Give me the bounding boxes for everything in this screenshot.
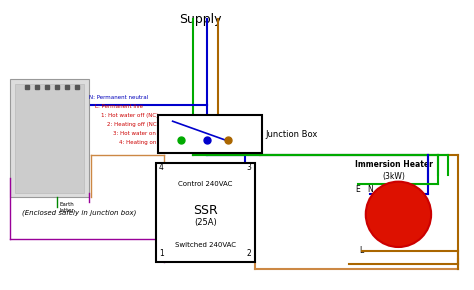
Text: (3kW): (3kW) [382,172,405,181]
Text: (Enclosed safely in junction box): (Enclosed safely in junction box) [22,209,137,216]
Bar [15,84,84,193]
Text: 2: 2 [247,249,252,258]
Text: (25A): (25A) [194,218,217,227]
Text: 3: 3 [247,163,252,172]
Text: Junction Box: Junction Box [266,130,318,139]
Text: 4: 4 [159,163,164,172]
Text: SSR: SSR [193,204,218,218]
Bar [156,163,255,262]
Text: N: N [367,184,373,193]
Text: Immersion Heater: Immersion Heater [355,160,432,169]
Text: 1: Hot water off (NC): 1: Hot water off (NC) [101,113,159,118]
Text: 4: Heating on (NO): 4: Heating on (NO) [119,140,171,145]
Bar [10,79,90,197]
Text: L: L [360,246,364,255]
Circle shape [366,182,431,247]
Text: Control 240VAC: Control 240VAC [178,181,232,187]
Text: E: E [356,184,360,193]
Text: Switched 240VAC: Switched 240VAC [175,242,236,248]
Text: N: Permanent neutral: N: Permanent neutral [90,95,149,100]
Text: Supply: Supply [179,13,222,26]
Text: 2: Heating off (NC): 2: Heating off (NC) [107,122,159,127]
Text: L: Permanent live: L: Permanent live [95,104,143,109]
Text: 3: Hot water on (NO): 3: Hot water on (NO) [113,131,171,136]
Bar [158,115,262,153]
Text: Earth
latter: Earth latter [60,202,74,213]
Text: 1: 1 [159,249,164,258]
